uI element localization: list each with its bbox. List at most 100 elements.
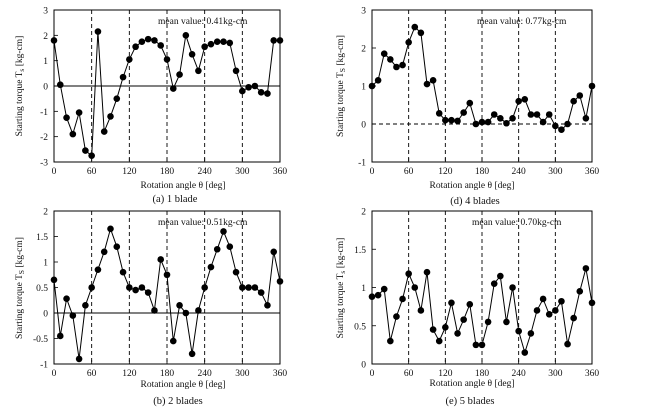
data-point [435, 110, 443, 117]
data-point [466, 301, 474, 308]
data-point [442, 116, 449, 124]
data-point [539, 118, 547, 126]
data-point [270, 248, 278, 256]
data-point [50, 37, 58, 44]
data-point [257, 289, 265, 296]
data-point [251, 284, 259, 291]
data-point [490, 280, 498, 287]
data-point [207, 263, 215, 271]
x-tick-label: 300 [235, 369, 250, 379]
data-point [232, 268, 240, 276]
y-tick-label: 0 [361, 121, 366, 131]
y-tick-label: 1.5 [36, 233, 48, 243]
data-point [207, 40, 215, 48]
data-point [239, 284, 246, 291]
data-point [188, 51, 196, 58]
panel-caption: (d) 4 blades [450, 196, 500, 207]
data-point [429, 326, 437, 333]
data-point [82, 147, 89, 154]
data-point [188, 350, 196, 358]
mean-value-label: mean value: 0.41kg-cm [158, 17, 248, 27]
x-tick-label: 240 [198, 167, 213, 177]
data-point [220, 228, 227, 235]
data-point [264, 302, 271, 309]
data-point [56, 332, 64, 340]
x-tick-label: 60 [87, 167, 97, 177]
panel-caption: (e) 5 blades [446, 396, 495, 407]
y-tick-label: -0.5 [33, 335, 48, 345]
panel-caption: (b) 2 blades [153, 396, 203, 407]
x-tick-label: 0 [370, 369, 375, 379]
x-tick-label: 60 [87, 369, 97, 379]
data-point [564, 120, 571, 128]
data-point [411, 284, 419, 291]
data-point [576, 92, 584, 99]
x-tick-label: 120 [438, 167, 453, 177]
x-tick-label: 180 [475, 369, 490, 379]
data-point [100, 128, 108, 135]
x-tick-label: 180 [475, 167, 490, 177]
data-point [169, 337, 177, 345]
y-tick-label: 2 [43, 32, 48, 42]
data-point [119, 268, 127, 276]
y-tick-label: 1 [43, 259, 48, 269]
data-point [176, 302, 183, 309]
data-point [220, 38, 227, 45]
y-tick-label: 2 [361, 45, 366, 55]
data-point [399, 61, 406, 69]
data-point [387, 337, 394, 345]
data-point [460, 316, 467, 323]
data-point [126, 284, 133, 291]
data-point [521, 96, 529, 103]
data-point [226, 39, 234, 47]
data-point [454, 117, 461, 125]
data-point [157, 256, 165, 263]
y-axis-title: Starting torque TS [kg-cm] [15, 237, 26, 339]
panel-4-blades: mean value: 0.77kg-cm Rotation angle θ [… [336, 7, 599, 208]
mean-value-label: mean value: 0.77kg-cm [477, 17, 567, 27]
data-point [533, 111, 541, 118]
data-point [94, 28, 102, 35]
y-axis-title: Starting torque TS [kg-cm] [336, 35, 347, 137]
data-point [63, 114, 70, 121]
data-point [509, 115, 516, 122]
data-point [107, 113, 114, 120]
x-tick-label: 60 [404, 369, 414, 379]
x-tick-label: 0 [370, 167, 375, 177]
data-point [75, 109, 83, 116]
data-point [454, 330, 461, 337]
data-point [195, 67, 202, 75]
data-point [521, 349, 529, 356]
y-tick-label: -3 [40, 159, 48, 169]
y-tick-label: -2 [40, 133, 48, 143]
data-point [588, 82, 596, 90]
data-point [448, 299, 455, 307]
data-point [435, 337, 443, 345]
data-point [423, 80, 431, 88]
y-tick-label: 3 [361, 7, 366, 17]
data-point [374, 77, 382, 84]
y-tick-label: 0 [43, 310, 48, 320]
data-point [119, 73, 127, 81]
x-tick-label: 240 [512, 369, 527, 379]
data-point [429, 77, 437, 84]
data-point [545, 310, 553, 318]
data-point [163, 56, 171, 63]
data-point [539, 295, 547, 303]
data-point [257, 89, 265, 96]
x-tick-label: 240 [198, 369, 213, 379]
data-point [69, 130, 77, 138]
data-point [472, 120, 480, 128]
x-tick-label: 0 [52, 167, 57, 177]
data-point [417, 29, 425, 37]
data-point [442, 323, 449, 331]
y-tick-label: 3 [43, 7, 48, 17]
data-point [368, 293, 376, 300]
data-point [226, 243, 234, 250]
x-tick-label: 0 [52, 369, 57, 379]
data-point [588, 299, 596, 307]
y-tick-label: 1 [43, 57, 48, 67]
y-tick-label: 0 [43, 83, 48, 93]
data-point [276, 278, 284, 285]
data-point [570, 97, 577, 105]
